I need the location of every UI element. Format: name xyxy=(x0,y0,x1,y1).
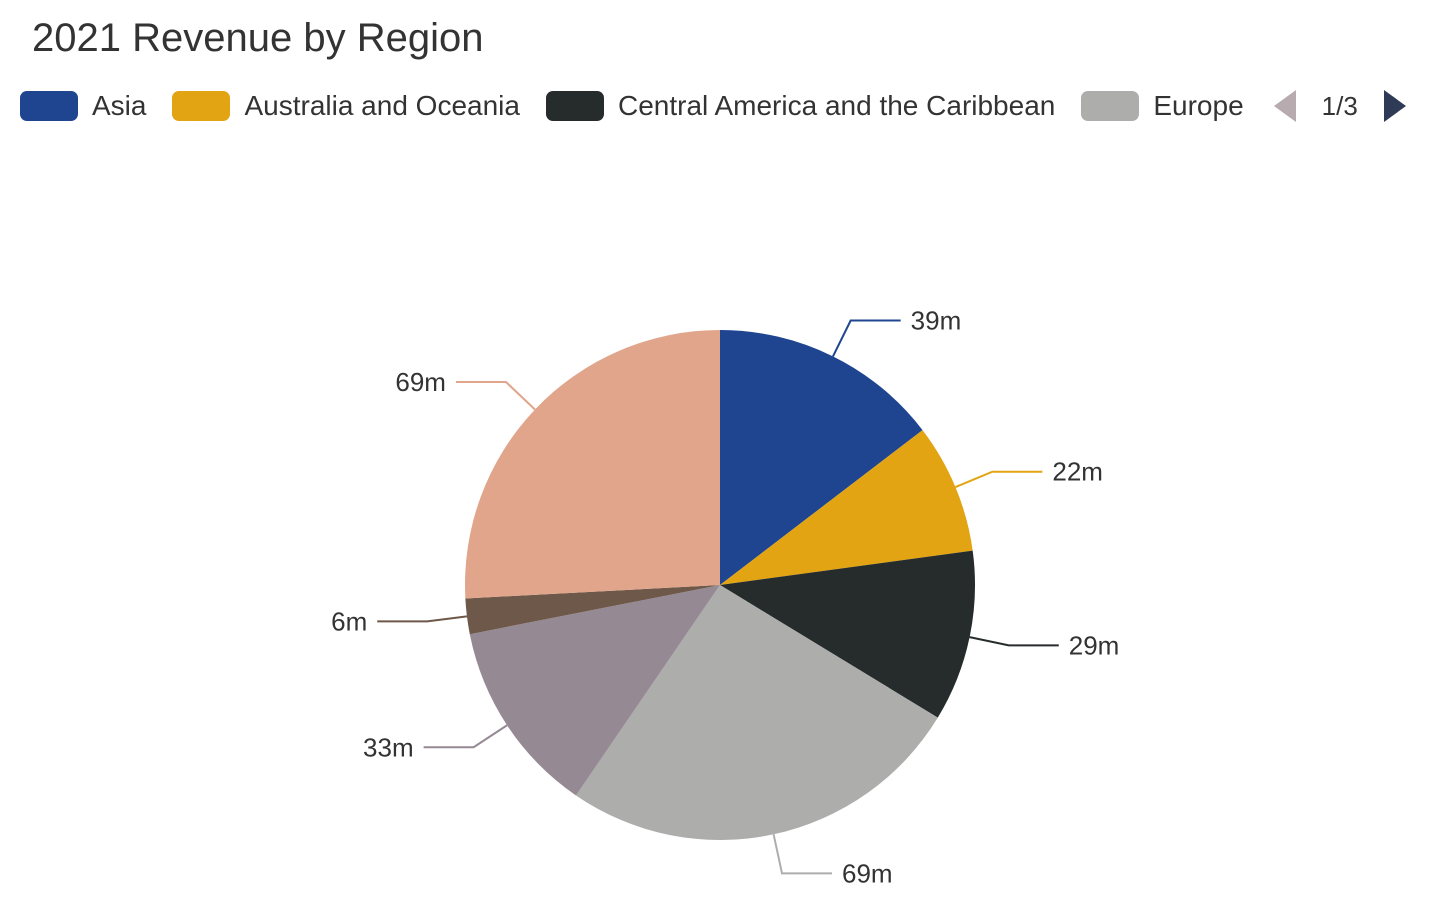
legend-label: Europe xyxy=(1153,90,1244,121)
leader-line xyxy=(969,636,1059,647)
pie-slice-europe[interactable] xyxy=(575,585,938,841)
leader-line xyxy=(772,834,833,875)
pie-slice-other-6[interactable] xyxy=(464,330,720,599)
legend-item-europe[interactable]: Europe xyxy=(1081,90,1244,122)
pie-leader-lines xyxy=(377,319,1059,875)
pie-slice-other-5[interactable] xyxy=(465,585,720,635)
legend-label: Australia and Oceania xyxy=(244,90,520,121)
leader-line xyxy=(832,319,901,357)
pie-slice-central-america-and-the-caribbean[interactable] xyxy=(720,550,975,718)
data-label: 39m xyxy=(911,306,962,336)
leader-line xyxy=(455,380,536,411)
legend-label: Asia xyxy=(92,90,147,121)
data-label: 69m xyxy=(842,858,893,888)
pie-labels: 39m 22m 29m 69m 33m 6m 69m xyxy=(331,306,1119,889)
pie-slice-australia-and-oceania[interactable] xyxy=(720,430,973,585)
legend: Asia Australia and Oceania Central Ameri… xyxy=(20,84,1406,128)
chart-title: 2021 Revenue by Region xyxy=(32,16,484,60)
leader-line xyxy=(955,470,1043,488)
legend-item-central-america[interactable]: Central America and the Caribbean xyxy=(545,90,1056,122)
leader-line xyxy=(423,724,508,749)
legend-pager: 1/3 xyxy=(1273,90,1406,122)
data-label: 6m xyxy=(331,606,367,636)
leader-line xyxy=(377,615,468,623)
legend-label: Central America and the Caribbean xyxy=(617,90,1056,121)
pie-slices xyxy=(464,330,975,841)
legend-swatch xyxy=(1081,91,1140,121)
legend-swatch xyxy=(172,91,231,121)
data-label: 69m xyxy=(395,367,446,397)
legend-item-asia[interactable]: Asia xyxy=(20,90,146,122)
pie-slice-other-4[interactable] xyxy=(469,585,720,796)
data-label: 29m xyxy=(1069,630,1120,660)
pie-slice-asia[interactable] xyxy=(720,330,923,585)
legend-item-australia-and-oceania[interactable]: Australia and Oceania xyxy=(172,90,520,122)
data-label: 33m xyxy=(363,732,414,762)
legend-swatch xyxy=(545,91,604,121)
data-label: 22m xyxy=(1052,457,1103,487)
legend-swatch xyxy=(20,91,78,121)
legend-next-page-icon[interactable] xyxy=(1383,90,1406,122)
legend-page-indicator: 1/3 xyxy=(1321,90,1358,121)
legend-prev-page-icon[interactable] xyxy=(1273,90,1296,122)
